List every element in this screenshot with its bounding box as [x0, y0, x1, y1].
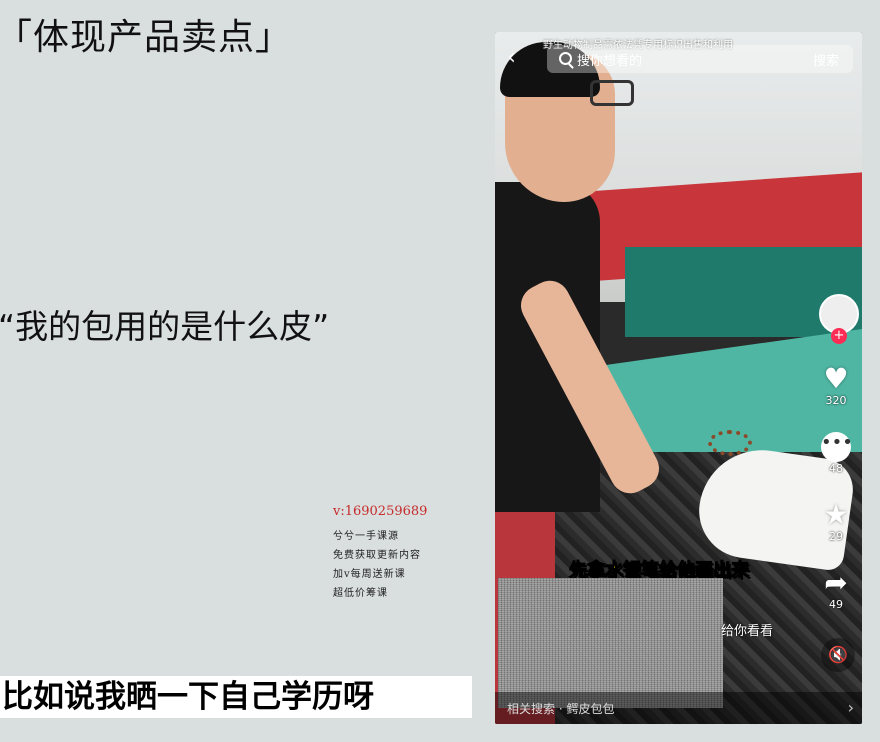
- slide-subtitle: 比如说我晒一下自己学历呀: [0, 676, 472, 718]
- like-count: 320: [825, 394, 847, 407]
- phone-video-screenshot: 野生动物制品需依法凭专用标识出售和利用 ‹ 搜你想看的 搜索 + ♥ 320 •…: [495, 32, 862, 724]
- censor-noise-overlay: [498, 578, 723, 708]
- video-bracelet: [708, 430, 752, 456]
- search-button[interactable]: 搜索: [812, 54, 839, 69]
- video-hint-text: 给你看看: [721, 624, 774, 639]
- video-caption: 先拿水银笔给他画出来: [569, 560, 750, 582]
- comment-button[interactable]: ••• 48: [813, 432, 859, 475]
- slide-heading-leather-quote: “我的包用的是什么皮”: [0, 307, 330, 346]
- watermark-line: 兮兮一手课源: [333, 531, 399, 542]
- video-person-glasses: [590, 80, 634, 106]
- star-icon: ★: [823, 498, 849, 531]
- search-icon: [559, 52, 572, 65]
- chevron-right-icon: ›: [847, 698, 854, 717]
- related-search-label: 相关搜索 · 鳄皮包包: [507, 702, 615, 716]
- share-button[interactable]: ➦ 49: [813, 566, 859, 612]
- favorite-button[interactable]: ★ 29: [813, 498, 859, 544]
- legal-notice-caption: 野生动物制品需依法凭专用标识出售和利用: [543, 40, 733, 51]
- watermark-contact: v:1690259689: [333, 504, 428, 519]
- comment-count: 48: [829, 462, 843, 475]
- mute-icon[interactable]: 🔇: [821, 638, 855, 672]
- follow-plus-icon[interactable]: +: [831, 328, 847, 344]
- chevron-left-icon[interactable]: ‹: [507, 45, 516, 70]
- heart-icon: ♥: [823, 362, 849, 395]
- search-placeholder: 搜你想看的: [577, 54, 643, 69]
- share-count: 49: [829, 598, 843, 611]
- related-search-bar[interactable]: 相关搜索 · 鳄皮包包 ›: [495, 692, 862, 724]
- watermark-line: 免费获取更新内容: [333, 550, 421, 561]
- comment-icon: •••: [821, 432, 853, 462]
- slide-heading-selling-point: 「体现产品卖点」: [0, 17, 293, 58]
- like-button[interactable]: ♥ 320: [813, 362, 859, 408]
- video-topbar: 野生动物制品需依法凭专用标识出售和利用 ‹ 搜你想看的 搜索: [495, 32, 862, 90]
- share-icon: ➦: [824, 566, 848, 599]
- watermark: v:1690259689 兮兮一手课源 免费获取更新内容 加v每周送新课 超低价…: [333, 504, 427, 603]
- watermark-line: 超低价筹课: [333, 588, 388, 599]
- favorite-count: 29: [829, 530, 843, 543]
- search-input[interactable]: 搜你想看的 搜索: [547, 45, 853, 73]
- watermark-line: 加v每周送新课: [333, 569, 406, 580]
